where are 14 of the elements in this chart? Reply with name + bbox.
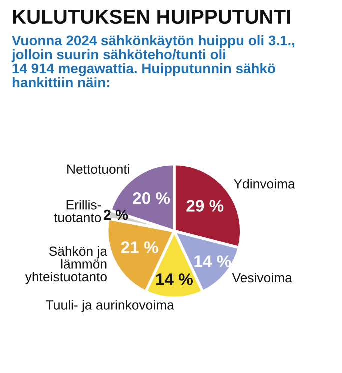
slice-label: Tuuli- ja aurinkovoima (46, 300, 174, 312)
data-label: 14 % (156, 274, 193, 286)
data-label: 20 % (133, 192, 170, 204)
slice-label: Vesivoima (232, 272, 292, 283)
slice-label: Erillis- tuotanto (54, 200, 102, 223)
data-label: 14 % (194, 256, 232, 268)
slice-label: Ydinvoima (234, 179, 296, 189)
data-label: 29 % (186, 200, 224, 212)
slice-label: Nettotuonti (68, 164, 130, 174)
chart-subtitle: Vuonna 2024 sähkönkäytön huippu oli 3.1., jolloin suurin sähköteho/tunti oli 14 914 megawattia. Huipputunnin sähkö hankittiin näin: (12, 35, 295, 88)
chart-title: KULUTUKSEN HUIPPUTUNTI (13, 10, 290, 24)
slice-label: Sähkön ja lämmön yhteistuotanto (25, 246, 108, 284)
data-label: 21 % (121, 242, 158, 254)
data-label: 2 % (104, 210, 128, 220)
